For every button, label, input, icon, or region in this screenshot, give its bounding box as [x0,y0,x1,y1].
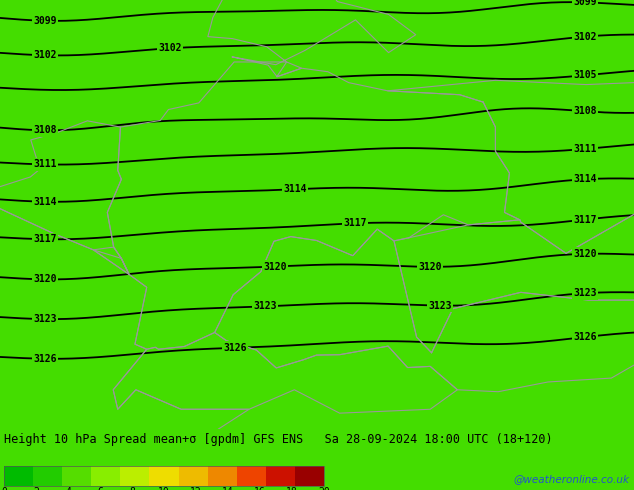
Text: 3120: 3120 [33,274,57,284]
Text: 3114: 3114 [283,184,307,194]
Text: Height 10 hPa Spread mean+σ [gpdm] GFS ENS   Sa 28-09-2024 18:00 UTC (18+120): Height 10 hPa Spread mean+σ [gpdm] GFS E… [4,433,553,446]
Text: 3126: 3126 [223,343,247,353]
Bar [4,466,33,486]
Text: 3117: 3117 [33,234,57,244]
Bar [62,466,91,486]
Text: @weatheronline.co.uk: @weatheronline.co.uk [513,474,629,484]
Text: 3111: 3111 [573,144,597,154]
Text: 3123: 3123 [253,301,277,312]
Text: 6: 6 [97,487,103,490]
Bar [150,466,179,486]
Text: 0: 0 [1,487,7,490]
Text: 3120: 3120 [263,262,287,271]
Text: 3126: 3126 [573,332,597,343]
Text: 20: 20 [318,487,330,490]
Text: 3099: 3099 [33,16,57,26]
Text: 10: 10 [158,487,170,490]
Text: 16: 16 [254,487,266,490]
Bar [266,466,295,486]
Text: 3126: 3126 [33,354,57,364]
Text: 3102: 3102 [573,32,597,42]
Bar [295,466,324,486]
Text: 3120: 3120 [418,262,442,272]
Bar [91,466,120,486]
Text: 3123: 3123 [33,314,57,324]
Text: 12: 12 [190,487,202,490]
Bar [33,466,62,486]
Text: 3114: 3114 [573,174,597,184]
Bar [208,466,236,486]
Bar [4,466,324,486]
Text: 18: 18 [286,487,298,490]
Text: 3108: 3108 [573,106,597,116]
Bar [120,466,150,486]
Text: 2: 2 [33,487,39,490]
Text: 3123: 3123 [573,288,597,298]
Text: 14: 14 [222,487,234,490]
Text: 3117: 3117 [343,219,366,228]
Text: 3120: 3120 [573,249,597,259]
Bar [179,466,208,486]
Text: 8: 8 [129,487,135,490]
Text: 3102: 3102 [158,43,182,53]
Text: 3123: 3123 [428,301,452,311]
Text: 4: 4 [65,487,71,490]
Text: 3105: 3105 [573,71,597,80]
Text: 3117: 3117 [573,215,597,225]
Text: 3114: 3114 [33,196,57,207]
Text: 3102: 3102 [33,50,57,60]
Text: 3108: 3108 [33,125,57,135]
Text: 3099: 3099 [573,0,597,7]
Text: 3111: 3111 [33,159,57,170]
Bar [236,466,266,486]
